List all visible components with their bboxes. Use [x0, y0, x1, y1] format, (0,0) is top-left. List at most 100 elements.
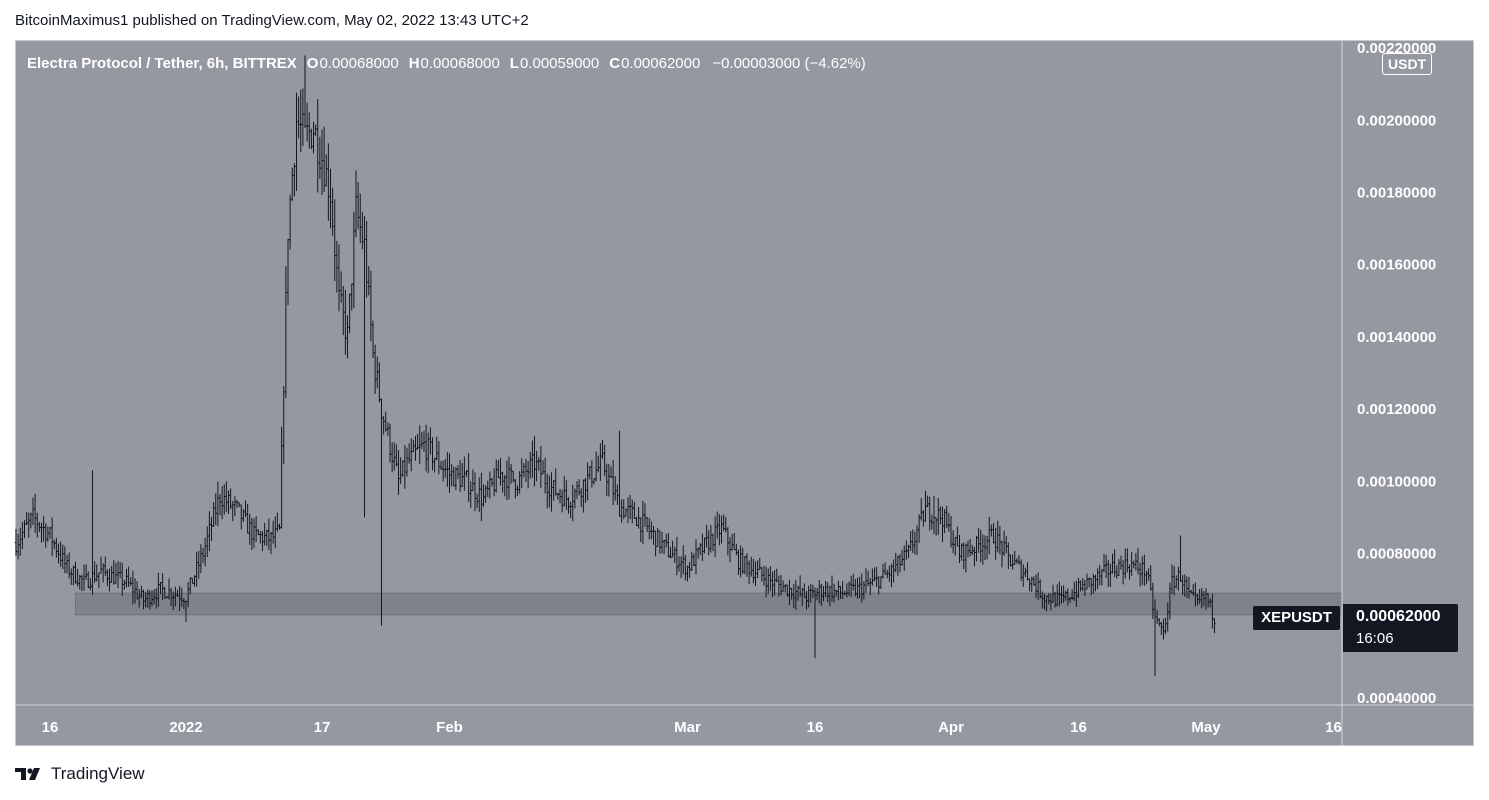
- ohlc-bar: [773, 570, 776, 596]
- x-tick-label: 16: [1070, 719, 1087, 736]
- ohlc-bar: [556, 492, 560, 500]
- ohlc-bar: [235, 499, 239, 508]
- ohlc-bar: [159, 582, 162, 595]
- ohlc-bar: [650, 521, 653, 540]
- ohlc-bar: [203, 537, 207, 567]
- ohlc-bar: [667, 532, 670, 558]
- ohlc-bar: [129, 577, 133, 586]
- ohlc-bar: [966, 540, 970, 558]
- ohlc-bar: [239, 504, 243, 530]
- ohlc-bar: [505, 460, 509, 501]
- ohlc-bar: [560, 489, 564, 513]
- ohlc-bar: [114, 562, 118, 584]
- ohlc-bar: [652, 525, 655, 545]
- ohlc-bar: [1162, 618, 1165, 640]
- ohlc-bar: [535, 450, 538, 482]
- ohlc-bar: [607, 463, 611, 497]
- ohlc-bar: [333, 199, 337, 282]
- ohlc-bar: [1119, 555, 1123, 570]
- last-price-badge: 0.00062000 16:06: [1343, 604, 1458, 652]
- ohlc-bar: [267, 518, 271, 551]
- ohlc-bar: [533, 436, 536, 487]
- ohlc-bar: [1126, 548, 1129, 573]
- ohlc-bar: [998, 525, 1002, 555]
- ohlc-bar: [259, 531, 262, 544]
- ohlc-bar: [909, 531, 912, 551]
- ohlc-bar: [669, 546, 672, 559]
- ohlc-bar: [917, 514, 921, 543]
- ohlc-bar: [977, 528, 980, 553]
- ohlc-bar: [628, 495, 632, 520]
- ohlc-bar: [951, 530, 955, 554]
- ohlc-bar: [1174, 575, 1178, 589]
- ohlc-bar: [696, 547, 700, 559]
- ohlc-bar: [286, 238, 290, 306]
- ohlc-bar: [201, 547, 205, 564]
- ohlc-bar: [616, 484, 619, 505]
- ohlc-bar: [919, 497, 923, 521]
- ohlc-bar: [409, 438, 413, 472]
- ohlc-bar: [947, 512, 951, 532]
- ohlc-bar: [562, 475, 566, 507]
- ohlc-bar: [779, 574, 783, 596]
- ohlc-bar: [985, 535, 989, 560]
- ohlc-bar: [422, 430, 426, 452]
- ohlc-bar: [1164, 617, 1167, 635]
- ohlc-bar: [1172, 565, 1176, 596]
- ohlc-bar: [384, 411, 388, 432]
- ohlc-bar: [579, 488, 583, 508]
- ohlc-bar: [490, 477, 494, 487]
- ohlc-bar: [664, 533, 668, 548]
- close-label: C: [609, 55, 621, 72]
- ohlc-bar: [730, 533, 734, 551]
- y-tick-label: 0.00100000: [1357, 473, 1436, 490]
- ohlc-bar: [752, 559, 755, 584]
- ohlc-bar: [1115, 565, 1119, 579]
- ohlc-bar: [248, 513, 252, 545]
- ohlc-bar: [231, 500, 235, 522]
- ohlc-bar: [494, 459, 498, 493]
- ohlc-bar: [1117, 559, 1121, 576]
- ohlc-bar: [469, 481, 473, 509]
- ohlc-bar: [401, 460, 405, 477]
- ohlc-bar: [620, 499, 623, 523]
- ohlc-bar: [681, 545, 685, 575]
- ohlc-bar: [482, 484, 485, 507]
- ohlc-bar: [431, 437, 434, 471]
- ohlc-bar: [762, 565, 766, 586]
- ohlc-bar: [596, 455, 600, 473]
- ohlc-bar: [324, 154, 328, 187]
- ohlc-bar: [987, 516, 991, 555]
- ohlc-bar: [543, 457, 547, 494]
- ohlc-bar: [739, 545, 742, 578]
- ohlc-bar: [48, 527, 52, 539]
- ohlc-bar: [1140, 556, 1144, 585]
- ohlc-bar: [992, 522, 995, 544]
- ohlc-bar: [316, 99, 320, 193]
- currency-button[interactable]: USDT: [1382, 53, 1433, 75]
- high-label: H: [408, 55, 420, 72]
- ohlc-bar: [552, 480, 555, 501]
- ohlc-bar: [1138, 562, 1142, 587]
- tradingview-brand[interactable]: TradingView: [15, 764, 145, 787]
- ohlc-bar: [278, 523, 281, 530]
- ohlc-bar: [16, 533, 20, 560]
- ohlc-bar: [395, 444, 398, 467]
- ohlc-bar: [358, 193, 362, 244]
- ohlc-bar: [926, 495, 929, 508]
- ohlc-bar: [1157, 618, 1161, 627]
- ohlc-bar: [539, 446, 543, 488]
- ohlc-bar: [518, 471, 521, 494]
- ohlc-bar: [327, 143, 330, 221]
- ohlc-bar: [990, 524, 993, 537]
- ohlc-bar: [116, 561, 120, 589]
- tradingview-logo-icon: [15, 766, 45, 787]
- ohlc-bar: [658, 530, 662, 554]
- ohlc-bar: [928, 496, 932, 531]
- ohlc-bar: [1145, 570, 1148, 585]
- ohlc-bar: [252, 518, 256, 549]
- publisher-caption: BitcoinMaximus1 published on TradingView…: [15, 12, 529, 29]
- support-zone: [75, 592, 1343, 616]
- ohlc-bar: [242, 509, 245, 522]
